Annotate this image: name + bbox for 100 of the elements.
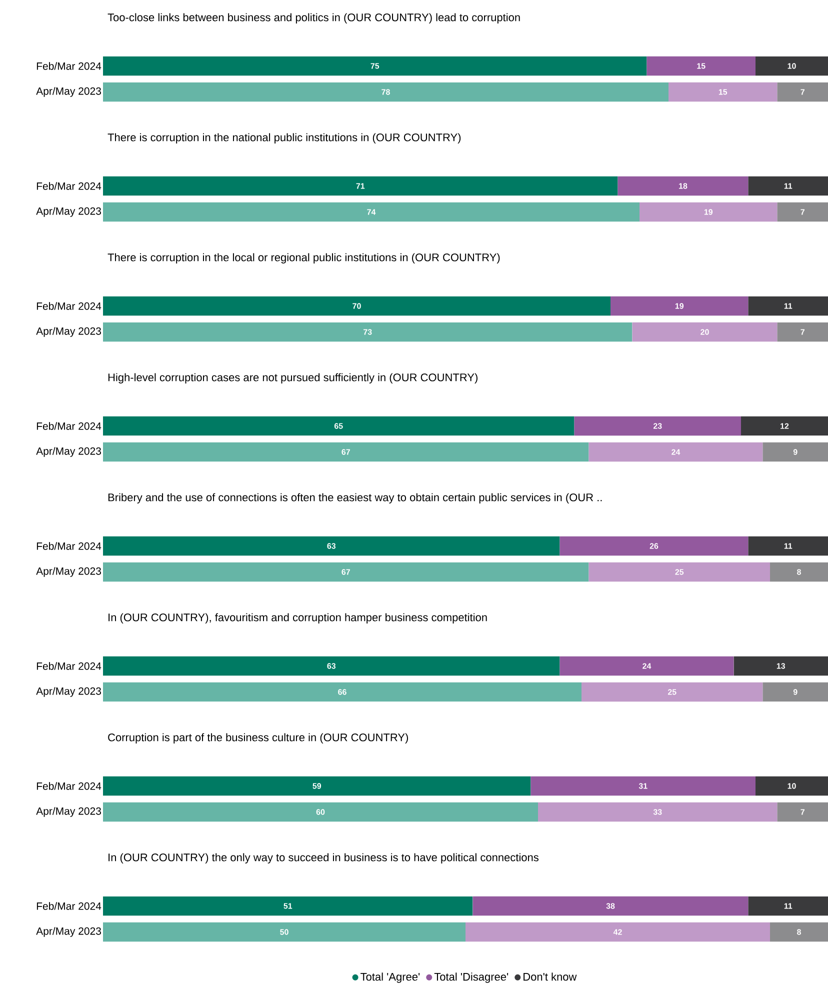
data-label: 9 — [793, 689, 798, 695]
bar — [103, 682, 582, 702]
legend-label: Total 'Disagree' — [434, 972, 508, 983]
chart-title: Corruption is part of the business culture in (OUR COUNTRY) — [108, 733, 408, 744]
data-label: 78 — [382, 89, 390, 95]
data-label: 23 — [653, 423, 662, 429]
y-tick-label: Feb/Mar 2024 — [36, 662, 102, 670]
data-label: 50 — [280, 929, 288, 935]
y-tick-label: Feb/Mar 2024 — [36, 302, 102, 310]
y-tick-label: Feb/Mar 2024 — [36, 62, 102, 70]
data-label: 7 — [800, 329, 804, 335]
data-label: 74 — [367, 209, 376, 215]
chart-title: Bribery and the use of connections is often the easiest way to obtain certain public services in (OUR .. — [108, 493, 602, 504]
bar — [103, 296, 611, 316]
bar — [103, 56, 647, 76]
y-tick-label: Apr/May 2023 — [36, 87, 101, 97]
bar — [668, 82, 778, 102]
data-label: 18 — [679, 183, 688, 189]
data-label: 51 — [284, 903, 292, 909]
data-label: 8 — [797, 569, 801, 575]
data-label: 7 — [800, 809, 804, 815]
data-label: 15 — [718, 89, 728, 95]
bar — [560, 536, 748, 556]
bar — [777, 202, 828, 222]
bar — [574, 416, 742, 436]
bar — [777, 802, 828, 822]
bar — [588, 442, 763, 462]
bar — [103, 656, 560, 676]
bar — [770, 922, 828, 942]
y-tick-label: Feb/Mar 2024 — [36, 422, 102, 430]
bar — [640, 202, 778, 222]
data-label: 19 — [704, 209, 713, 215]
data-label: 65 — [334, 423, 343, 429]
y-tick-label: Apr/May 2023 — [36, 447, 101, 457]
bar — [632, 322, 778, 342]
bar — [103, 82, 669, 102]
legend-label: Total 'Agree' — [360, 972, 420, 983]
bar — [770, 562, 828, 582]
bar — [103, 202, 640, 222]
y-tick-label: Apr/May 2023 — [36, 327, 101, 337]
bar — [103, 776, 531, 796]
chart-title: In (OUR COUNTRY), favouritism and corruption hamper business competition — [108, 613, 487, 624]
data-label: 25 — [668, 689, 676, 695]
y-tick-label: Apr/May 2023 — [36, 927, 101, 937]
bar — [530, 776, 756, 796]
data-label: 25 — [675, 569, 684, 575]
bar — [748, 896, 828, 916]
data-label: 12 — [780, 423, 789, 429]
data-label: 60 — [316, 809, 325, 815]
data-label: 66 — [338, 689, 346, 695]
bar — [734, 656, 828, 676]
data-label: 8 — [797, 929, 801, 935]
y-tick-label: Apr/May 2023 — [36, 567, 101, 577]
bar — [103, 416, 574, 436]
data-label: 42 — [613, 929, 622, 935]
bar — [103, 922, 466, 942]
bar — [588, 562, 770, 582]
y-tick-label: Feb/Mar 2024 — [36, 542, 102, 550]
bar — [756, 56, 828, 76]
bar — [103, 322, 632, 342]
data-label: 10 — [788, 63, 796, 69]
bar — [103, 896, 473, 916]
legend-label: Don't know — [524, 972, 577, 981]
data-label: 67 — [342, 449, 350, 455]
bar — [103, 802, 538, 822]
chart-title: There is corruption in the local or regional public institutions in (OUR COUNTRY) — [108, 253, 500, 264]
data-label: 11 — [784, 903, 792, 909]
data-label: 11 — [784, 543, 792, 549]
y-tick-label: Feb/Mar 2024 — [36, 902, 102, 910]
bar — [466, 922, 770, 942]
data-label: 11 — [784, 183, 792, 189]
data-label: 75 — [370, 63, 380, 69]
chart-title: There is corruption in the national public institutions in (OUR COUNTRY) — [108, 133, 461, 144]
bar — [103, 442, 589, 462]
data-label: 11 — [784, 303, 792, 309]
y-tick-label: Feb/Mar 2024 — [36, 782, 102, 790]
data-label: 15 — [697, 63, 706, 69]
bar — [538, 802, 778, 822]
bar — [103, 562, 589, 582]
bar — [762, 442, 828, 462]
data-label: 73 — [364, 329, 372, 335]
data-label: 59 — [312, 783, 322, 789]
data-label: 13 — [776, 663, 786, 669]
y-tick-label: Apr/May 2023 — [36, 807, 101, 817]
bar — [756, 776, 828, 796]
data-label: 24 — [672, 449, 680, 455]
data-label: 24 — [642, 663, 652, 669]
chart-title: High-level corruption cases are not pursued sufficiently in (OUR COUNTRY) — [108, 373, 478, 384]
data-label: 10 — [788, 783, 796, 789]
chart-title: Too-close links between business and politics in (OUR COUNTRY) lead to corruption — [108, 13, 520, 24]
data-label: 7 — [800, 89, 804, 95]
bar — [748, 536, 828, 556]
bar — [762, 682, 828, 702]
bar — [646, 56, 756, 76]
y-tick-label: Apr/May 2023 — [36, 687, 101, 697]
bar — [560, 656, 734, 676]
data-label: 71 — [356, 183, 365, 189]
data-label: 38 — [606, 903, 615, 909]
bar — [610, 296, 748, 316]
data-label: 9 — [793, 449, 798, 455]
